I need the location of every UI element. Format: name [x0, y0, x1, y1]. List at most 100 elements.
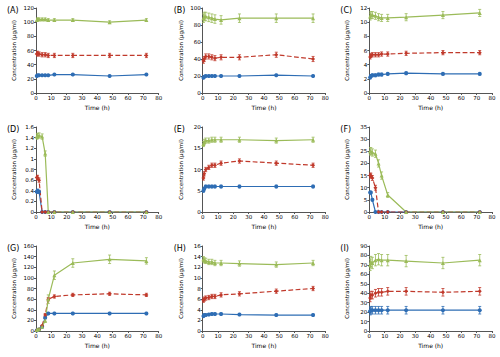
- svg-text:80: 80: [27, 286, 34, 292]
- svg-text:10: 10: [194, 167, 201, 173]
- svg-text:70: 70: [140, 95, 147, 101]
- svg-text:80: 80: [489, 333, 496, 339]
- svg-text:25: 25: [360, 148, 367, 154]
- svg-text:15: 15: [360, 173, 367, 179]
- svg-text:60: 60: [291, 214, 298, 220]
- svg-text:60: 60: [27, 296, 34, 302]
- svg-text:40: 40: [94, 95, 101, 101]
- svg-text:Concentration (μg/ml): Concentration (μg/ml): [11, 258, 18, 319]
- svg-text:0: 0: [201, 333, 205, 339]
- svg-text:50: 50: [276, 333, 283, 339]
- svg-text:5: 5: [364, 197, 368, 203]
- svg-text:140: 140: [24, 254, 35, 260]
- svg-text:30: 30: [245, 214, 252, 220]
- svg-text:Time (h): Time (h): [84, 223, 110, 230]
- svg-text:(G): (G): [7, 244, 19, 253]
- svg-text:0: 0: [201, 95, 205, 101]
- svg-text:10: 10: [215, 333, 222, 339]
- svg-text:10: 10: [360, 19, 367, 25]
- svg-text:80: 80: [155, 95, 162, 101]
- svg-text:20: 20: [194, 124, 201, 130]
- svg-text:160: 160: [24, 243, 35, 249]
- svg-text:40: 40: [27, 307, 34, 313]
- svg-text:0: 0: [201, 214, 205, 220]
- svg-text:30: 30: [412, 333, 419, 339]
- svg-text:10: 10: [48, 333, 55, 339]
- svg-text:20: 20: [397, 333, 404, 339]
- svg-text:40: 40: [94, 214, 101, 220]
- svg-text:40: 40: [261, 214, 268, 220]
- svg-text:10: 10: [360, 319, 367, 325]
- svg-text:8: 8: [364, 33, 368, 39]
- svg-text:60: 60: [458, 333, 465, 339]
- svg-text:60: 60: [194, 39, 201, 45]
- svg-text:60: 60: [291, 95, 298, 101]
- svg-text:40: 40: [427, 214, 434, 220]
- svg-text:4: 4: [364, 62, 368, 68]
- svg-text:0: 0: [368, 214, 372, 220]
- svg-text:10: 10: [381, 333, 388, 339]
- svg-text:Concentration (μg/ml): Concentration (μg/ml): [344, 139, 351, 200]
- svg-text:40: 40: [27, 62, 34, 68]
- svg-text:20: 20: [230, 333, 237, 339]
- svg-text:Concentration (μg/ml): Concentration (μg/ml): [344, 258, 351, 319]
- svg-text:Time (h): Time (h): [417, 104, 443, 111]
- svg-text:40: 40: [261, 333, 268, 339]
- svg-text:80: 80: [322, 95, 329, 101]
- svg-text:60: 60: [125, 95, 132, 101]
- svg-text:12: 12: [360, 5, 367, 11]
- svg-text:20: 20: [397, 214, 404, 220]
- svg-text:2: 2: [197, 317, 201, 323]
- svg-text:50: 50: [443, 95, 450, 101]
- svg-text:(C): (C): [340, 6, 352, 15]
- svg-text:0: 0: [34, 214, 38, 220]
- svg-text:8: 8: [197, 286, 201, 292]
- svg-text:30: 30: [245, 95, 252, 101]
- svg-text:70: 70: [140, 333, 147, 339]
- svg-text:120: 120: [24, 264, 35, 270]
- svg-text:100: 100: [190, 5, 201, 11]
- svg-text:40: 40: [360, 290, 367, 296]
- svg-text:Concentration (μg/ml): Concentration (μg/ml): [11, 139, 18, 200]
- svg-text:50: 50: [443, 333, 450, 339]
- svg-text:Time (h): Time (h): [250, 223, 276, 230]
- svg-text:50: 50: [443, 214, 450, 220]
- svg-text:10: 10: [215, 95, 222, 101]
- svg-text:1.4: 1.4: [25, 135, 34, 141]
- svg-text:1.2: 1.2: [25, 145, 34, 151]
- svg-text:30: 30: [79, 333, 86, 339]
- svg-text:14: 14: [194, 254, 201, 260]
- svg-text:10: 10: [194, 275, 201, 281]
- svg-text:0: 0: [368, 333, 372, 339]
- svg-text:60: 60: [27, 48, 34, 54]
- svg-text:Concentration (μg/ml): Concentration (μg/ml): [344, 20, 351, 81]
- svg-text:6: 6: [197, 296, 201, 302]
- svg-text:Time (h): Time (h): [84, 104, 110, 111]
- svg-text:Time (h): Time (h): [250, 342, 276, 349]
- svg-text:50: 50: [276, 214, 283, 220]
- svg-text:80: 80: [322, 333, 329, 339]
- svg-text:100: 100: [24, 19, 35, 25]
- svg-text:(F): (F): [340, 125, 351, 134]
- svg-text:60: 60: [360, 271, 367, 277]
- svg-text:30: 30: [412, 214, 419, 220]
- svg-text:40: 40: [94, 333, 101, 339]
- svg-text:10: 10: [215, 214, 222, 220]
- svg-text:0: 0: [368, 95, 372, 101]
- svg-text:0.8: 0.8: [25, 167, 34, 173]
- svg-text:Time (h): Time (h): [250, 104, 276, 111]
- svg-text:20: 20: [360, 160, 367, 166]
- svg-text:(D): (D): [7, 125, 19, 134]
- svg-text:15: 15: [194, 145, 201, 151]
- svg-text:20: 20: [63, 95, 70, 101]
- svg-text:50: 50: [109, 214, 116, 220]
- svg-text:1.6: 1.6: [25, 124, 34, 130]
- svg-text:(E): (E): [174, 125, 185, 134]
- svg-text:80: 80: [155, 214, 162, 220]
- svg-text:Concentration (μg/ml): Concentration (μg/ml): [11, 20, 18, 81]
- svg-text:(I): (I): [340, 244, 349, 253]
- svg-text:10: 10: [48, 95, 55, 101]
- svg-text:80: 80: [489, 95, 496, 101]
- svg-text:50: 50: [109, 95, 116, 101]
- svg-text:60: 60: [291, 333, 298, 339]
